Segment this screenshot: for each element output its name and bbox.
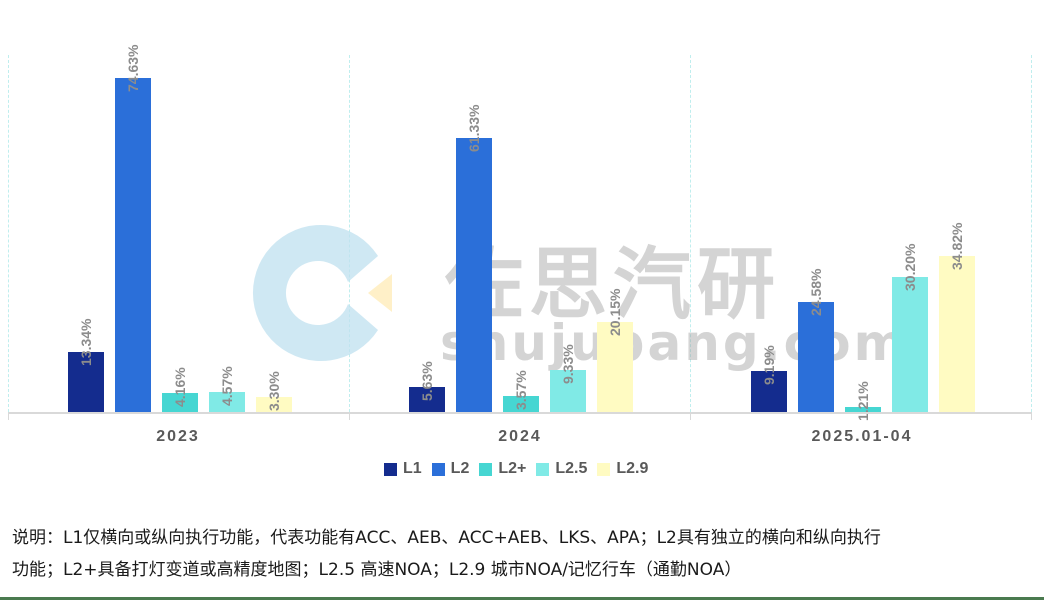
legend-label: L2 (450, 460, 470, 477)
watermark: 佐思汽研 shujubang.com (250, 210, 906, 380)
x-axis-label-2023: 2023 (156, 428, 200, 445)
x-axis-label-2025: 2025.01-04 (811, 428, 913, 445)
legend-swatch (384, 462, 397, 476)
data-label: 1.21% (855, 381, 871, 421)
legend-item-l2-5[interactable]: L2.5 (536, 460, 587, 478)
data-label: 9.19% (761, 345, 777, 385)
bar-l2-5-0[interactable] (209, 392, 245, 412)
bar-l2-5-2[interactable] (892, 277, 928, 412)
legend: L1 L2 L2+ L2.5 L2.9 (384, 458, 648, 480)
grid-line (349, 55, 350, 412)
bar-chart: 佐思汽研 shujubang.com 13.34% 74.63% 4.16% 4.57… (8, 44, 1032, 480)
bar-l2-9-1[interactable] (597, 322, 633, 412)
bottom-rule (0, 597, 1044, 600)
data-label: 30.20% (902, 243, 918, 291)
grid-line (1031, 55, 1032, 412)
legend-label: L2+ (498, 460, 527, 477)
data-label: 5.63% (419, 361, 435, 401)
legend-item-l2-9[interactable]: L2.9 (597, 460, 648, 478)
bar-l2--1[interactable] (503, 396, 539, 412)
data-label: 4.16% (172, 367, 188, 407)
bar-l2-0[interactable] (115, 78, 151, 412)
x-axis-label-2024: 2024 (498, 428, 542, 445)
data-label: 3.57% (513, 370, 529, 410)
x-axis-tick (349, 412, 350, 420)
data-label: 3.30% (266, 371, 282, 411)
data-label: 34.82% (949, 222, 965, 270)
data-label: 9.33% (560, 344, 576, 384)
data-label: 4.57% (219, 366, 235, 406)
bar-l2--0[interactable] (162, 393, 198, 412)
bar-l1-1[interactable] (409, 387, 445, 412)
bar-l2-2[interactable] (798, 302, 834, 412)
data-label: 20.15% (607, 288, 623, 336)
footnote-line-2: 功能；L2+具备打灯变道或高精度地图；L2.5 高速NOA；L2.9 城市NOA… (12, 560, 742, 580)
bar-l1-2[interactable] (751, 371, 787, 412)
watermark-en: shujubang.com (440, 314, 909, 372)
data-label: 61.33% (466, 104, 482, 152)
data-label: 74.63% (125, 44, 141, 92)
legend-swatch (479, 462, 493, 476)
data-label: 13.34% (78, 318, 94, 366)
grid-line (690, 55, 691, 412)
legend-item-l2plus[interactable]: L2+ (479, 460, 526, 478)
x-axis (8, 412, 1032, 414)
bar-l1-0[interactable] (68, 352, 104, 412)
footnote-line-1: 说明：L1仅横向或纵向执行功能，代表功能有ACC、AEB、ACC+AEB、LKS… (12, 528, 881, 548)
bar-l2-9-0[interactable] (256, 397, 292, 412)
legend-item-l2[interactable]: L2 (431, 460, 470, 478)
bar-l2--2[interactable] (845, 407, 881, 412)
legend-item-l1[interactable]: L1 (384, 460, 422, 478)
data-label: 24.58% (808, 268, 824, 316)
bar-l2-5-1[interactable] (550, 370, 586, 412)
grid-line (8, 55, 9, 412)
legend-label: L1 (403, 460, 422, 477)
legend-swatch (536, 462, 550, 476)
watermark-logo-icon (252, 225, 392, 361)
legend-swatch (597, 462, 611, 476)
bar-l2-1[interactable] (456, 138, 492, 412)
legend-swatch (431, 462, 445, 476)
footnote: 说明：L1仅横向或纵向执行功能，代表功能有ACC、AEB、ACC+AEB、LKS… (12, 522, 1032, 586)
x-axis-tick (690, 412, 691, 420)
legend-label: L2.9 (616, 460, 649, 477)
legend-label: L2.5 (555, 460, 588, 477)
x-axis-tick (1031, 412, 1032, 420)
x-axis-tick (8, 412, 9, 420)
bar-l2-9-2[interactable] (939, 256, 975, 412)
